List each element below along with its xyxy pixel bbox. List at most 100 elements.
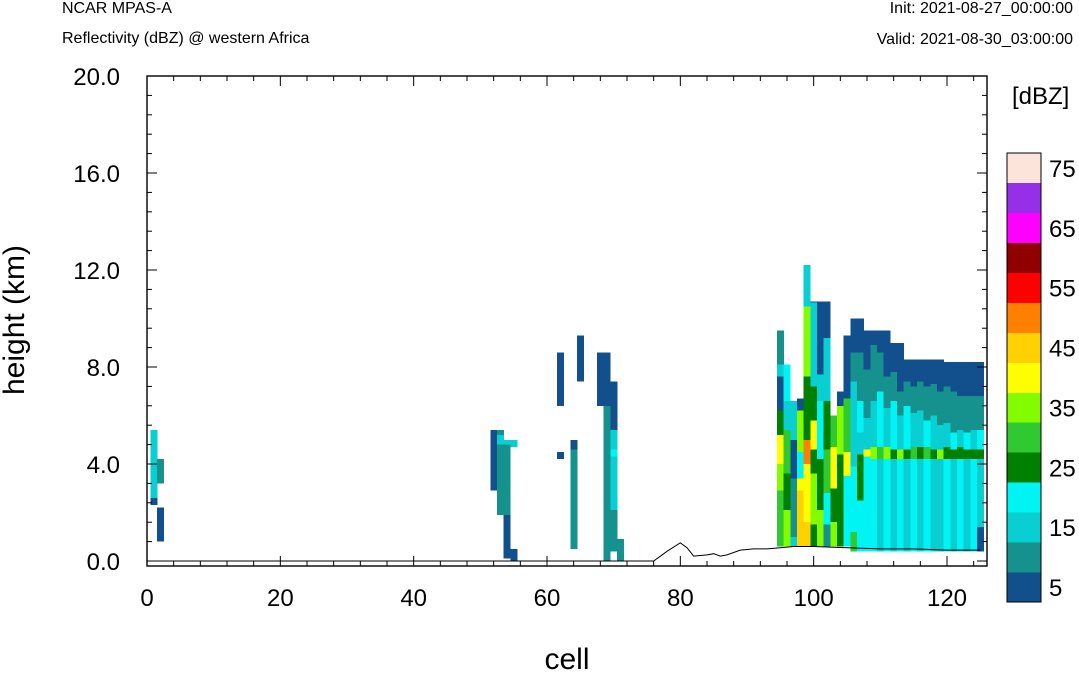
- colorbar-label: 35: [1049, 395, 1076, 422]
- reflectivity-cell: [803, 306, 811, 377]
- reflectivity-cell: [930, 415, 938, 450]
- reflectivity-cell: [810, 524, 818, 547]
- reflectivity-cell: [570, 439, 578, 549]
- colorbar-title: [dBZ]: [1012, 83, 1069, 110]
- reflectivity-cell: [970, 396, 978, 431]
- reflectivity-cell: [617, 539, 625, 561]
- reflectivity-cell: [803, 376, 811, 440]
- reflectivity-cell: [890, 449, 898, 460]
- reflectivity-cell: [910, 386, 918, 414]
- reflectivity-cell: [897, 391, 905, 416]
- colorbar-label: 75: [1049, 156, 1076, 183]
- colorbar-swatch: [1007, 542, 1041, 573]
- reflectivity-cell: [837, 454, 845, 547]
- reflectivity-cell: [937, 449, 945, 460]
- reflectivity-cell: [863, 456, 871, 552]
- reflectivity-cell: [897, 342, 905, 392]
- reflectivity-cell: [903, 449, 911, 460]
- reflectivity-cell: [957, 362, 965, 397]
- reflectivity-cell: [857, 432, 865, 455]
- reflectivity-cell: [490, 430, 498, 491]
- reflectivity-cell: [883, 376, 891, 409]
- x-tick-label: 20: [267, 585, 294, 612]
- colorbar-label: 5: [1049, 575, 1062, 602]
- reflectivity-cell: [970, 362, 978, 397]
- reflectivity-cell: [950, 432, 958, 450]
- reflectivity-cell: [857, 318, 865, 353]
- colorbar-swatch: [1007, 572, 1041, 603]
- reflectivity-cell: [937, 359, 945, 392]
- y-tick-label: 0.0: [87, 549, 120, 576]
- reflectivity-cell: [810, 420, 818, 450]
- reflectivity-cell: [857, 400, 865, 433]
- reflectivity-cell: [610, 430, 618, 511]
- reflectivity-cell: [943, 362, 951, 387]
- reflectivity-cell: [557, 451, 565, 460]
- reflectivity-cell: [863, 369, 871, 418]
- reflectivity-cell: [817, 400, 825, 460]
- reflectivity-cell: [890, 342, 898, 372]
- reflectivity-cell: [937, 459, 945, 552]
- reflectivity-cell: [910, 413, 918, 448]
- reflectivity-cell: [797, 451, 805, 479]
- colorbar-label: 45: [1049, 336, 1076, 363]
- y-tick-label: 12.0: [73, 258, 120, 285]
- reflectivity-cell: [803, 439, 811, 464]
- reflectivity-cell: [890, 459, 898, 552]
- y-tick-label: 16.0: [73, 161, 120, 188]
- reflectivity-cell: [930, 359, 938, 384]
- reflectivity-cell: [783, 364, 791, 401]
- reflectivity-cell: [937, 425, 945, 450]
- x-axis-title: cell: [544, 643, 589, 676]
- reflectivity-cell: [157, 459, 165, 484]
- terrain-layer: [147, 542, 981, 562]
- x-tick-label: 100: [794, 585, 834, 612]
- y-tick-labels: 0.0 4.0 8.0 12.0 16.0 20.0: [73, 64, 120, 576]
- reflectivity-cell: [817, 459, 825, 511]
- y-axis-title: height (km): [0, 245, 31, 395]
- reflectivity-cell: [790, 478, 798, 537]
- colorbar-label: 25: [1049, 455, 1076, 482]
- reflectivity-cell: [970, 449, 978, 460]
- reflectivity-cell: [603, 405, 611, 511]
- reflectivity-cell: [610, 449, 618, 457]
- reflectivity-cell: [803, 464, 811, 523]
- reflectivity-cell: [910, 359, 918, 387]
- reflectivity-cell: [817, 374, 825, 401]
- reflectivity-cell: [830, 447, 838, 489]
- reflectivity-cell: [810, 473, 818, 525]
- reflectivity-cell: [923, 447, 931, 460]
- reflectivity-cell: [977, 527, 985, 552]
- reflectivity-cell: [977, 430, 985, 450]
- reflectivity-cell: [777, 410, 785, 435]
- reflectivity-cell: [810, 386, 818, 421]
- reflectivity-cell: [870, 400, 878, 448]
- reflectivity-cell: [797, 478, 805, 491]
- reflectivity-cell: [903, 359, 911, 382]
- reflectivity-cell: [837, 391, 845, 406]
- valid-time: Valid: 2021-08-30_03:00:00: [876, 31, 1073, 48]
- reflectivity-cell: [910, 459, 918, 552]
- reflectivity-cell: [510, 439, 518, 448]
- colorbar-swatch: [1007, 182, 1041, 214]
- reflectivity-cell: [897, 415, 905, 450]
- reflectivity-cell: [957, 447, 965, 460]
- reflectivity-cell: [797, 398, 805, 411]
- reflectivity-cell: [830, 522, 838, 547]
- reflectivity-cell: [597, 352, 605, 406]
- reflectivity-cell: [870, 447, 878, 460]
- reflectivity-cell: [603, 352, 611, 406]
- reflectivity-cell: [777, 376, 785, 411]
- reflectivity-cell: [917, 381, 925, 411]
- reflectivity-cell: [950, 362, 958, 392]
- reflectivity-cell: [963, 459, 971, 552]
- reflectivity-cell: [823, 493, 831, 525]
- reflectivity-cell: [850, 531, 858, 552]
- reflectivity-cell: [923, 359, 931, 387]
- reflectivity-cell: [957, 459, 965, 552]
- reflectivity-cell: [777, 464, 785, 491]
- reflectivity-cell: [877, 391, 885, 448]
- reflectivity-cell: [817, 301, 825, 375]
- colorbar-frame: [1006, 152, 1042, 603]
- x-tick-label: 0: [140, 585, 153, 612]
